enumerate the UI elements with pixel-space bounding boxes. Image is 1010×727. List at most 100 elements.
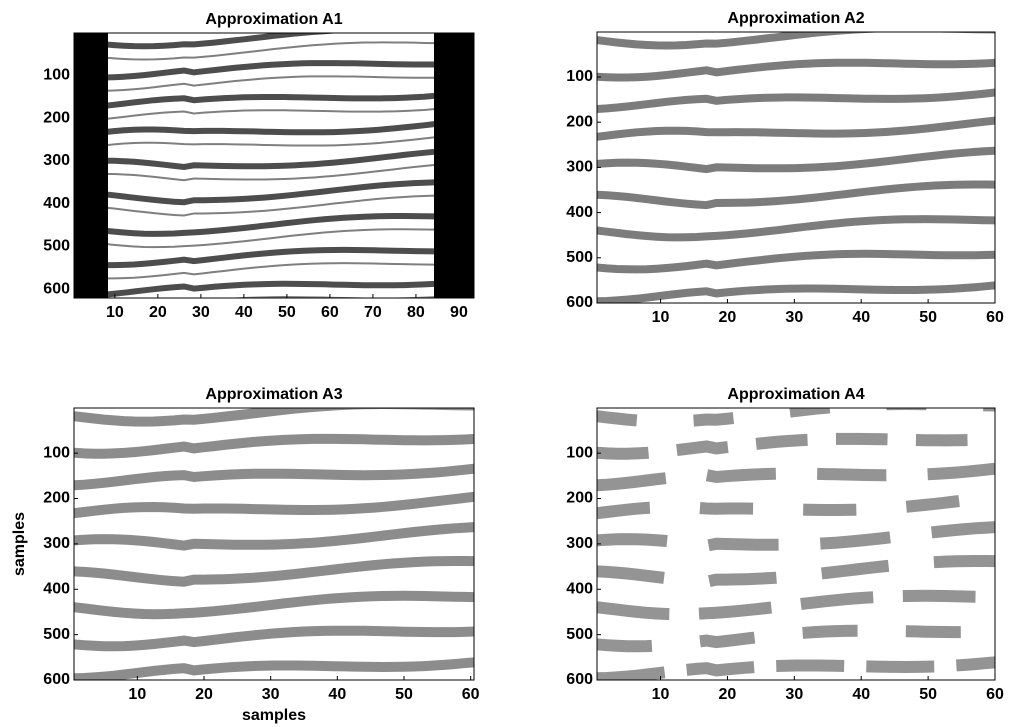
band (597, 656, 995, 680)
band (74, 116, 474, 139)
band (597, 116, 995, 141)
x-tick-label: 20 (719, 309, 737, 326)
band-fine (74, 161, 474, 182)
chart-title: Approximation A1 (205, 11, 342, 28)
y-tick-label: 400 (566, 580, 593, 597)
x-tick-label: 40 (328, 686, 346, 703)
y-tick-label: 600 (566, 671, 593, 688)
band (597, 215, 995, 242)
image (597, 408, 995, 680)
band (74, 277, 474, 298)
y-tick-label: 400 (43, 580, 70, 597)
band (597, 249, 995, 274)
band (597, 408, 995, 428)
y-tick-label: 500 (43, 238, 70, 255)
y-tick-label: 400 (566, 204, 593, 221)
chart-title: Approximation A3 (205, 386, 342, 403)
x-tick-label: 90 (450, 304, 468, 321)
y-tick-label: 600 (566, 294, 593, 311)
band-fine (74, 228, 474, 249)
y-tick-label: 500 (566, 249, 593, 266)
y-tick-label: 300 (43, 152, 70, 169)
x-tick-label: 30 (785, 686, 803, 703)
x-tick-label: 30 (262, 686, 280, 703)
axes-frame (73, 32, 475, 299)
band (597, 180, 995, 210)
band-fine (74, 104, 474, 123)
y-tick-label: 300 (566, 159, 593, 176)
y-tick-label: 100 (43, 67, 70, 84)
x-tick-label: 50 (919, 686, 937, 703)
x-tick-label: 50 (919, 309, 937, 326)
band-fine (74, 262, 474, 280)
band (74, 89, 474, 112)
chart-title: Approximation A4 (727, 386, 864, 403)
x-tick-label: 60 (986, 686, 1004, 703)
x-tick-label: 40 (852, 309, 870, 326)
band-fine (228, 292, 474, 298)
band (597, 589, 995, 621)
y-tick-label: 100 (43, 444, 70, 461)
band-fine (74, 41, 474, 61)
image-bg (74, 408, 474, 680)
band (597, 58, 995, 82)
band (74, 522, 474, 551)
y-axis-label: samples (11, 512, 28, 576)
y-tick-label: 200 (566, 490, 593, 507)
edge-dark (74, 33, 108, 298)
edge-dark (434, 33, 474, 298)
band (597, 624, 995, 653)
image (74, 408, 474, 680)
band (597, 88, 995, 113)
x-tick-label: 30 (192, 304, 210, 321)
y-tick-label: 200 (43, 109, 70, 126)
band (74, 213, 474, 237)
y-tick-label: 100 (566, 444, 593, 461)
band (597, 281, 995, 303)
image (597, 32, 995, 303)
band-fine (74, 75, 474, 92)
y-tick-label: 200 (566, 113, 593, 130)
chart-title: Approximation A2 (727, 10, 864, 27)
x-tick-label: 10 (652, 309, 670, 326)
y-tick-label: 500 (566, 626, 593, 643)
band (74, 491, 474, 519)
x-tick-label: 10 (106, 304, 124, 321)
x-tick-label: 10 (652, 686, 670, 703)
band (74, 179, 474, 206)
image-bg (597, 408, 995, 680)
band (597, 32, 995, 50)
band (74, 590, 474, 620)
y-tick-label: 200 (43, 490, 70, 507)
y-tick-label: 300 (43, 535, 70, 552)
x-tick-label: 30 (785, 309, 803, 326)
band (597, 490, 995, 520)
band (74, 625, 474, 652)
x-tick-label: 80 (407, 304, 425, 321)
band (74, 33, 474, 50)
band (597, 462, 995, 492)
band (597, 521, 995, 552)
band (74, 408, 474, 427)
x-tick-label: 10 (128, 686, 146, 703)
band (74, 433, 474, 459)
band (74, 463, 474, 491)
x-axis-label: samples (242, 707, 306, 724)
x-tick-label: 20 (195, 686, 213, 703)
y-tick-label: 600 (43, 280, 70, 297)
y-tick-label: 300 (566, 535, 593, 552)
band (597, 555, 995, 588)
band (597, 146, 995, 174)
image (74, 33, 474, 298)
x-tick-label: 60 (462, 686, 480, 703)
x-tick-label: 60 (321, 304, 339, 321)
x-tick-label: 20 (719, 686, 737, 703)
y-tick-label: 500 (43, 626, 70, 643)
x-tick-label: 60 (986, 309, 1004, 326)
x-tick-label: 20 (149, 304, 167, 321)
x-tick-label: 50 (395, 686, 413, 703)
x-tick-label: 40 (852, 686, 870, 703)
band (74, 556, 474, 587)
x-tick-label: 50 (278, 304, 296, 321)
